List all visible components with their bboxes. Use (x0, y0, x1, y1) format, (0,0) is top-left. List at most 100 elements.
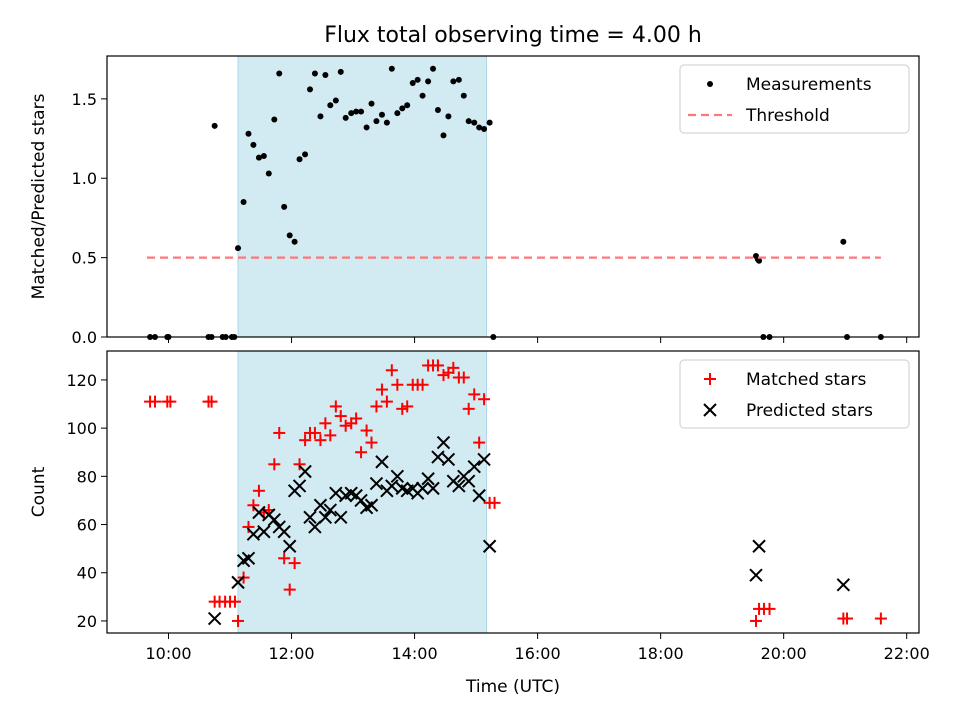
measurement-point (250, 141, 257, 148)
x-axis-label: Time (UTC) (465, 677, 560, 697)
x-tick-label: 20:00 (761, 644, 807, 663)
top-y-axis-label: Matched/Predicted stars (29, 93, 49, 299)
matched-star-point (416, 378, 429, 391)
matched-star-point (205, 395, 218, 408)
legend-box (679, 64, 910, 134)
measurement-point (471, 119, 478, 126)
measurement-point (307, 86, 313, 93)
top-legend: Measurements Threshold (679, 64, 910, 134)
measurement-point (286, 232, 293, 239)
measurement-point (383, 119, 390, 126)
predicted-star-point (836, 578, 851, 592)
measurement-point (311, 70, 318, 77)
matched-star-point (242, 520, 255, 533)
predicted-star-point (282, 539, 297, 553)
measurement-point (332, 97, 339, 104)
matched-star-point (288, 557, 301, 570)
measurement-point (353, 108, 360, 115)
measurement-point (455, 76, 462, 83)
legend-label: Predicted stars (746, 401, 873, 421)
measurement-point (368, 100, 375, 107)
bottom-x-ticks: 10:00 12:00 14:00 16:00 18:00 20:00 22:00 (145, 633, 930, 663)
x-tick-label: 12:00 (268, 644, 314, 663)
predicted-star-point (252, 505, 266, 520)
measurement-point (358, 108, 365, 115)
measurement-point (291, 238, 298, 245)
predicted-star-point (318, 510, 333, 525)
measurement-point (337, 68, 344, 75)
predicted-star-point (752, 539, 766, 553)
measurement-point (317, 113, 324, 120)
measurement-point (476, 124, 483, 131)
y-tick-label: 0.5 (72, 249, 97, 268)
predicted-star-point (385, 479, 399, 493)
top-y-ticks: 0.0 0.5 1.0 1.5 (72, 90, 107, 347)
measurement-point (430, 65, 437, 72)
y-tick-label: 40 (77, 564, 97, 583)
predicted-star-point (390, 469, 405, 484)
measurement-point (363, 124, 370, 131)
bottom-highlight-span (237, 350, 488, 634)
measurement-point (281, 203, 288, 210)
predicted-star-point (277, 525, 291, 539)
predicted-star-point (334, 510, 348, 525)
measurement-point (399, 105, 406, 112)
matched-star-point (293, 458, 306, 471)
matched-star-point (375, 383, 388, 396)
measurement-point (348, 110, 355, 117)
matched-star-point (228, 595, 241, 608)
matched-star-point (749, 614, 762, 627)
bottom-legend: Matched stars Predicted stars (679, 359, 910, 429)
matched-star-point (874, 612, 887, 625)
bottom-axes-frame (106, 350, 920, 634)
matched-star-point (148, 395, 161, 408)
matched-star-point (314, 434, 327, 447)
legend-label: Measurements (746, 75, 872, 95)
bottom-plot-marks (144, 359, 887, 627)
legend-box (679, 359, 910, 429)
measurement-point (255, 154, 262, 161)
predicted-star-point (452, 479, 466, 493)
matched-star-point (385, 364, 398, 377)
measurement-point (235, 245, 242, 252)
matched-star-point (283, 583, 296, 596)
predicted-star-point (472, 488, 486, 503)
legend-swatch (707, 81, 713, 87)
matched-star-point (360, 424, 373, 437)
measurement-point (240, 199, 247, 206)
matched-star-point (365, 436, 378, 449)
matched-star-point (268, 458, 281, 471)
predicted-star-point (257, 525, 271, 539)
measurement-point (302, 151, 309, 158)
predicted-star-point (354, 493, 368, 508)
measurement-point (440, 132, 447, 139)
x-tick-label: 18:00 (638, 644, 684, 663)
y-tick-label: 1.5 (72, 90, 97, 109)
measurement-point (419, 92, 426, 99)
predicted-star-point (323, 503, 338, 517)
predicted-star-point (329, 486, 343, 500)
matched-star-point (763, 602, 776, 615)
top-x-ticks (168, 337, 908, 343)
y-tick-label: 80 (77, 467, 97, 486)
matched-star-point (339, 419, 352, 432)
matched-star-point (457, 371, 470, 384)
matched-star-point (252, 484, 265, 497)
matched-star-point (299, 434, 312, 447)
matched-star-point (488, 496, 501, 509)
measurement-point (245, 130, 252, 137)
measurement-point (409, 79, 416, 86)
y-tick-label: 20 (77, 612, 97, 631)
measurement-point (296, 156, 303, 163)
measurement-point (404, 102, 411, 109)
measurement-point (445, 113, 452, 120)
predicted-star-point (421, 472, 435, 486)
matched-star-point (247, 499, 260, 512)
matched-star-point (164, 395, 177, 408)
top-axes-frame (106, 55, 920, 338)
predicted-star-point (207, 611, 222, 626)
predicted-star-point (415, 481, 430, 496)
predicted-star-point (375, 455, 389, 469)
predicted-star-point (467, 459, 481, 474)
predicted-star-point (303, 510, 317, 525)
